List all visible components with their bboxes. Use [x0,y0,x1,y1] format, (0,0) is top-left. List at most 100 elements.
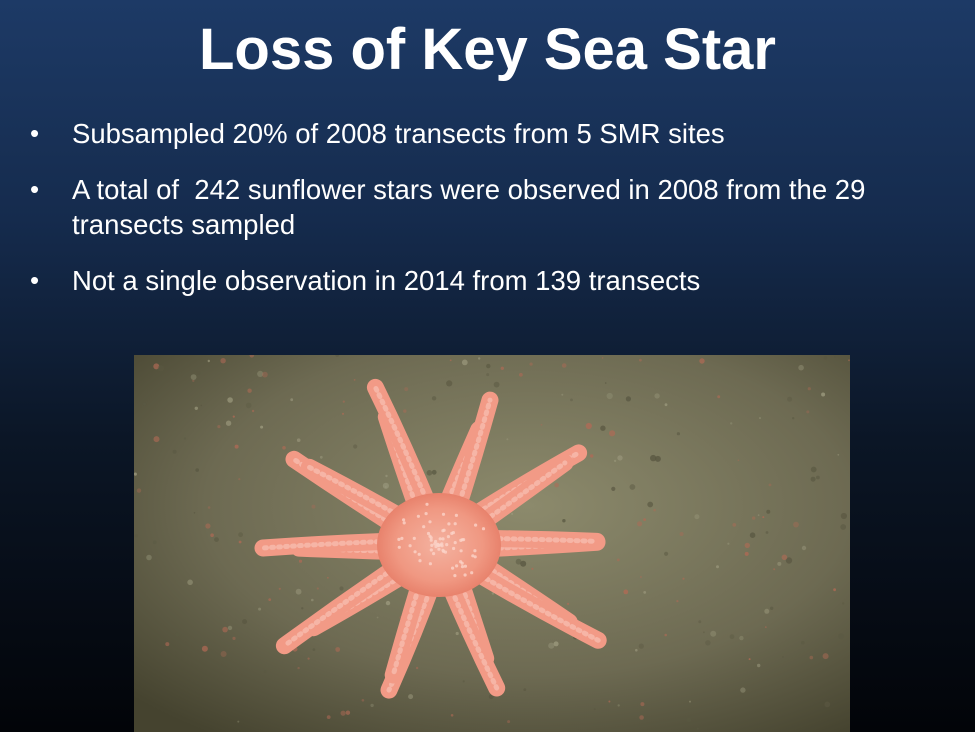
speckle [301,607,304,610]
sea-star-disc-texture [413,550,417,554]
speckle [175,632,180,637]
sea-star-disc-texture [416,514,420,518]
speckle [787,396,793,402]
speckle [608,700,611,703]
speckle [491,592,495,595]
sea-star-disc-texture [400,536,404,540]
speckle [810,476,816,482]
speckle [311,504,316,509]
sea-star-disc-texture [453,541,457,545]
speckle [519,372,523,377]
speckle [529,362,533,366]
speckle [312,648,316,651]
speckle [570,398,573,402]
speckle [824,701,831,708]
speckle [353,379,356,381]
speckle [834,355,836,358]
speckle [307,657,310,660]
sea-star-disc-texture [463,573,467,577]
speckle [640,702,645,707]
sea-star-disc-texture [454,513,458,517]
speckle [777,561,782,566]
sea-star-disc-texture [429,548,433,552]
sea-star-disc-texture [434,545,438,549]
speckle [664,551,669,556]
speckle [798,364,804,371]
speckle [227,625,233,631]
speckle [136,488,142,493]
speckle [676,432,681,436]
speckle [152,540,157,545]
speckle [242,619,248,625]
sea-star-disc-texture [473,555,477,559]
speckle [520,560,527,567]
bullet-item: • Not a single observation in 2014 from … [28,263,958,298]
speckle [613,459,617,463]
speckle [553,641,559,647]
speckle [744,542,750,549]
speckle [278,587,281,590]
speckle [752,516,756,520]
speckle [840,512,848,520]
speckle [345,710,351,715]
speckle [214,537,219,542]
speckle [609,430,616,437]
speckle [232,636,236,640]
speckle [298,559,303,563]
sea-star-disc-texture [428,520,432,524]
speckle [196,371,201,375]
speckle [449,359,452,362]
sea-star [254,378,607,699]
sea-star-disc-texture [452,546,456,551]
speckle [282,446,286,450]
speckle [247,388,252,393]
speckle [245,402,252,409]
speckle [801,545,807,551]
speckle [238,478,241,481]
sea-star-disc-texture [429,536,433,540]
sea-star-disc-texture [424,512,428,516]
sea-star-disc-texture [445,543,449,547]
speckle [426,470,433,476]
speckle [237,720,240,723]
speckle [403,409,407,413]
speckle [593,708,596,711]
speckle [768,483,772,487]
speckle [220,651,227,657]
sea-star-disc-texture [450,531,454,535]
speckle [664,633,667,637]
speckle [759,417,761,419]
speckle [193,512,196,514]
speckle [462,680,465,683]
speckle [376,616,379,619]
speckle [461,359,468,366]
speckle [643,518,646,521]
speckle [172,449,177,454]
speckle [134,472,137,476]
speckle [207,506,211,509]
speckle [134,534,138,538]
speckle [600,425,606,431]
speckle [637,521,643,527]
speckle [653,508,656,512]
speckle [251,409,255,413]
bullet-text: Not a single observation in 2014 from 13… [72,265,701,296]
speckle [507,720,511,724]
sea-star-disc-texture [430,543,434,547]
speckle [625,396,631,402]
sea-star-disc-texture [447,522,451,526]
speckle [431,396,437,401]
speckle [837,453,840,456]
sea-star-disc-texture [408,544,412,548]
speckle [493,381,500,388]
speckle [809,655,814,660]
speckle [654,393,660,399]
speckle [296,438,301,442]
speckle [698,620,702,624]
speckle [205,523,211,529]
sea-star-disc-texture [481,527,486,531]
speckle [762,516,765,519]
speckle [710,630,717,637]
speckle [727,542,730,545]
